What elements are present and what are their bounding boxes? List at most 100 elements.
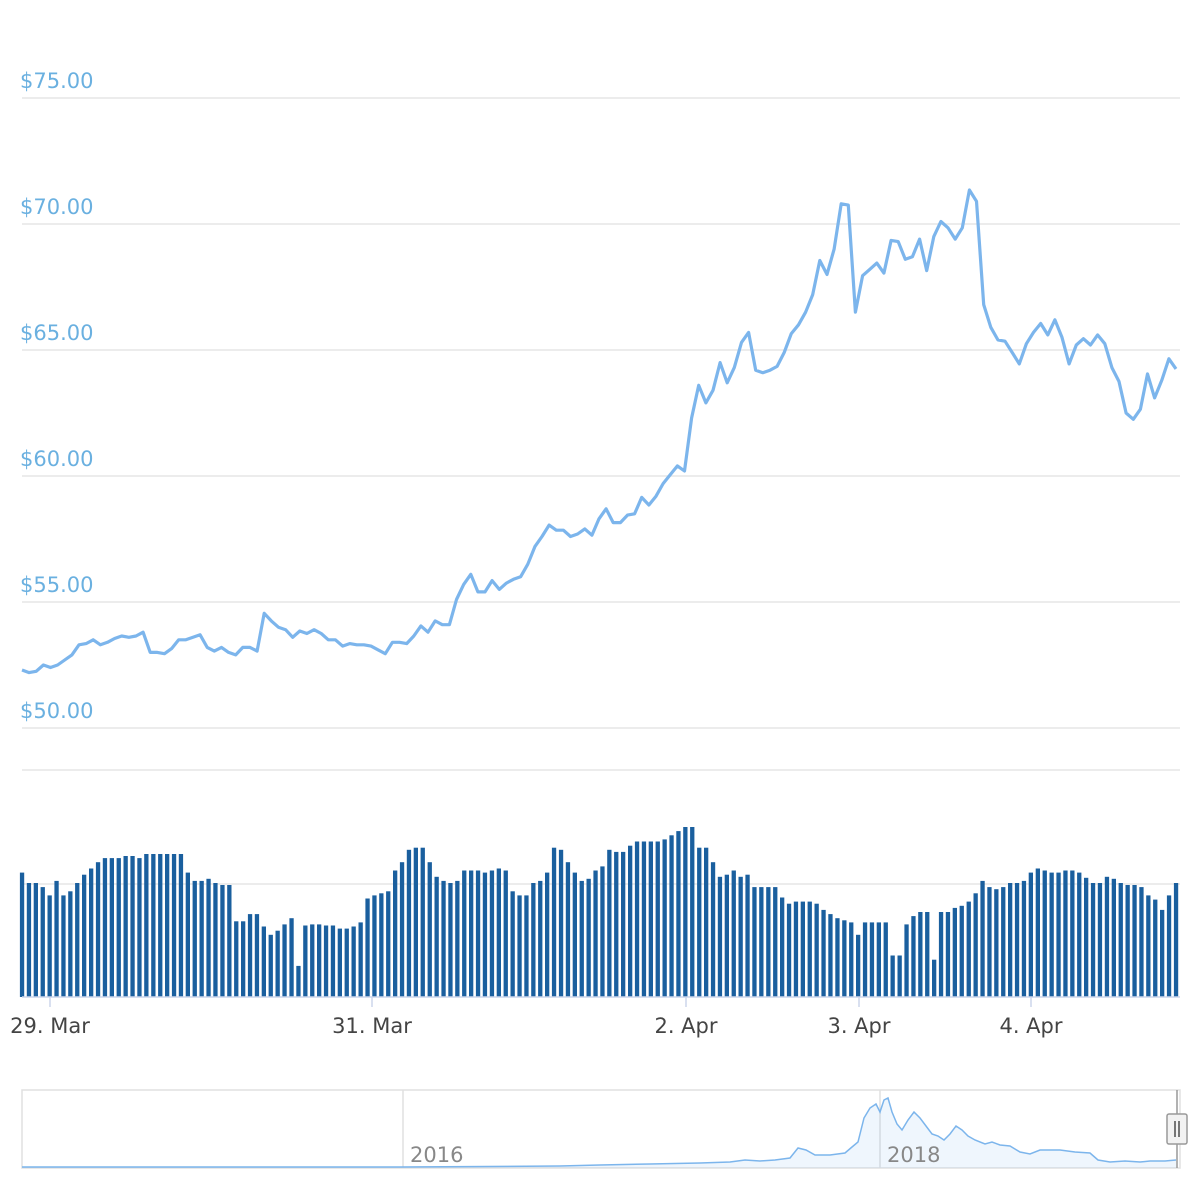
volume-bar <box>1146 895 1151 997</box>
volume-bar <box>455 880 460 997</box>
volume-bar <box>372 895 377 997</box>
volume-bar <box>137 858 142 997</box>
volume-bar <box>261 926 266 997</box>
volume-bar <box>317 924 322 997</box>
volume-bar <box>268 934 273 997</box>
volume-bar <box>441 880 446 997</box>
volume-bar <box>607 849 612 997</box>
volume-bar <box>75 883 80 997</box>
volume-bar <box>911 916 916 997</box>
volume-bar <box>731 870 736 997</box>
x-axis: 29. Mar 31. Mar 2. Apr 3. Apr 4. Apr <box>10 996 1180 1038</box>
volume-bar <box>828 914 833 997</box>
volume-bar <box>593 870 598 997</box>
volume-bar <box>323 925 329 997</box>
volume-bar <box>247 914 253 997</box>
volume-bar <box>227 885 232 997</box>
volume-bar <box>489 870 495 997</box>
volume-bar <box>123 856 128 997</box>
volume-bar <box>918 912 923 997</box>
volume-bar <box>213 883 218 997</box>
volume-bar <box>185 872 190 997</box>
x-tick-label: 4. Apr <box>999 1014 1062 1038</box>
volume-bar <box>966 901 971 997</box>
volume-bar <box>517 895 522 997</box>
volume-bar <box>938 912 944 997</box>
volume-bar <box>420 847 425 997</box>
volume-bar <box>710 862 716 997</box>
volume-bar <box>655 841 660 997</box>
volume-bar <box>814 903 819 997</box>
volume-bar <box>662 839 667 997</box>
volume-bar <box>234 921 239 997</box>
volume-bar <box>40 887 45 997</box>
volume-bar <box>538 880 543 997</box>
volume-bar <box>766 887 771 997</box>
volume-bar <box>365 898 370 997</box>
volume-bar <box>351 926 356 997</box>
volume-bar <box>883 922 888 997</box>
volume-bar <box>876 922 881 997</box>
volume-bar <box>565 862 571 997</box>
volume-bar <box>1104 876 1110 997</box>
volume-bar <box>406 849 412 997</box>
volume-bar <box>1070 870 1075 997</box>
volume-bar <box>1001 887 1006 997</box>
navigator-handle[interactable] <box>1166 1113 1188 1145</box>
volume-bar <box>427 862 432 997</box>
volume-bar <box>572 872 577 997</box>
volume-bar <box>862 922 868 997</box>
volume-bar <box>199 880 204 997</box>
volume-bar <box>648 841 653 997</box>
volume-bar <box>945 912 951 997</box>
volume-bar <box>628 845 633 997</box>
volume-bar <box>206 878 211 997</box>
volume-bar <box>26 883 32 997</box>
volume-bar <box>399 862 405 997</box>
volume-bar <box>669 835 674 997</box>
price-gridlines <box>22 97 1180 729</box>
volume-bar <box>337 928 342 997</box>
volume-bar <box>551 847 557 997</box>
y-tick-label: $65.00 <box>20 321 93 345</box>
volume-bar <box>1021 880 1027 997</box>
volume-bar <box>987 887 992 997</box>
volume-bar <box>959 905 964 997</box>
volume-bar <box>1118 883 1123 997</box>
volume-bar <box>358 922 363 997</box>
volume-bar <box>462 870 467 997</box>
volume-bar <box>738 876 743 997</box>
x-tick-label: 2. Apr <box>654 1014 717 1038</box>
volume-bar <box>545 872 550 997</box>
volume-bar <box>793 901 799 997</box>
y-tick-label: $70.00 <box>20 195 93 219</box>
volume-bar <box>800 901 805 997</box>
volume-bar <box>849 922 854 997</box>
volume-bar <box>475 870 481 997</box>
volume-bar <box>393 870 398 997</box>
volume-bar <box>1056 872 1061 997</box>
navigator-line <box>22 1096 1177 1168</box>
volume-bar <box>1077 872 1082 997</box>
volume-bar <box>95 862 101 997</box>
navigator[interactable]: 2016 2018 <box>21 1089 1188 1169</box>
volume-bar <box>1166 895 1172 997</box>
volume-bar <box>151 854 156 997</box>
volume-bar <box>109 858 114 997</box>
volume-bar <box>344 928 349 997</box>
volume-bar <box>68 891 73 997</box>
volume-bar <box>386 891 391 997</box>
volume-bar <box>634 841 640 997</box>
price-y-axis: $50.00 $55.00 $60.00 $65.00 $70.00 $75.00 <box>20 69 93 723</box>
volume-bar <box>524 895 529 997</box>
volume-bar <box>897 955 902 997</box>
volume-bar <box>614 851 619 997</box>
volume-bar <box>973 893 978 997</box>
volume-bar <box>807 901 812 997</box>
volume-bar <box>676 831 681 997</box>
volume-bar <box>296 965 301 997</box>
volume-bar <box>282 924 287 997</box>
y-tick-label: $55.00 <box>20 573 93 597</box>
volume-bar <box>116 858 121 997</box>
